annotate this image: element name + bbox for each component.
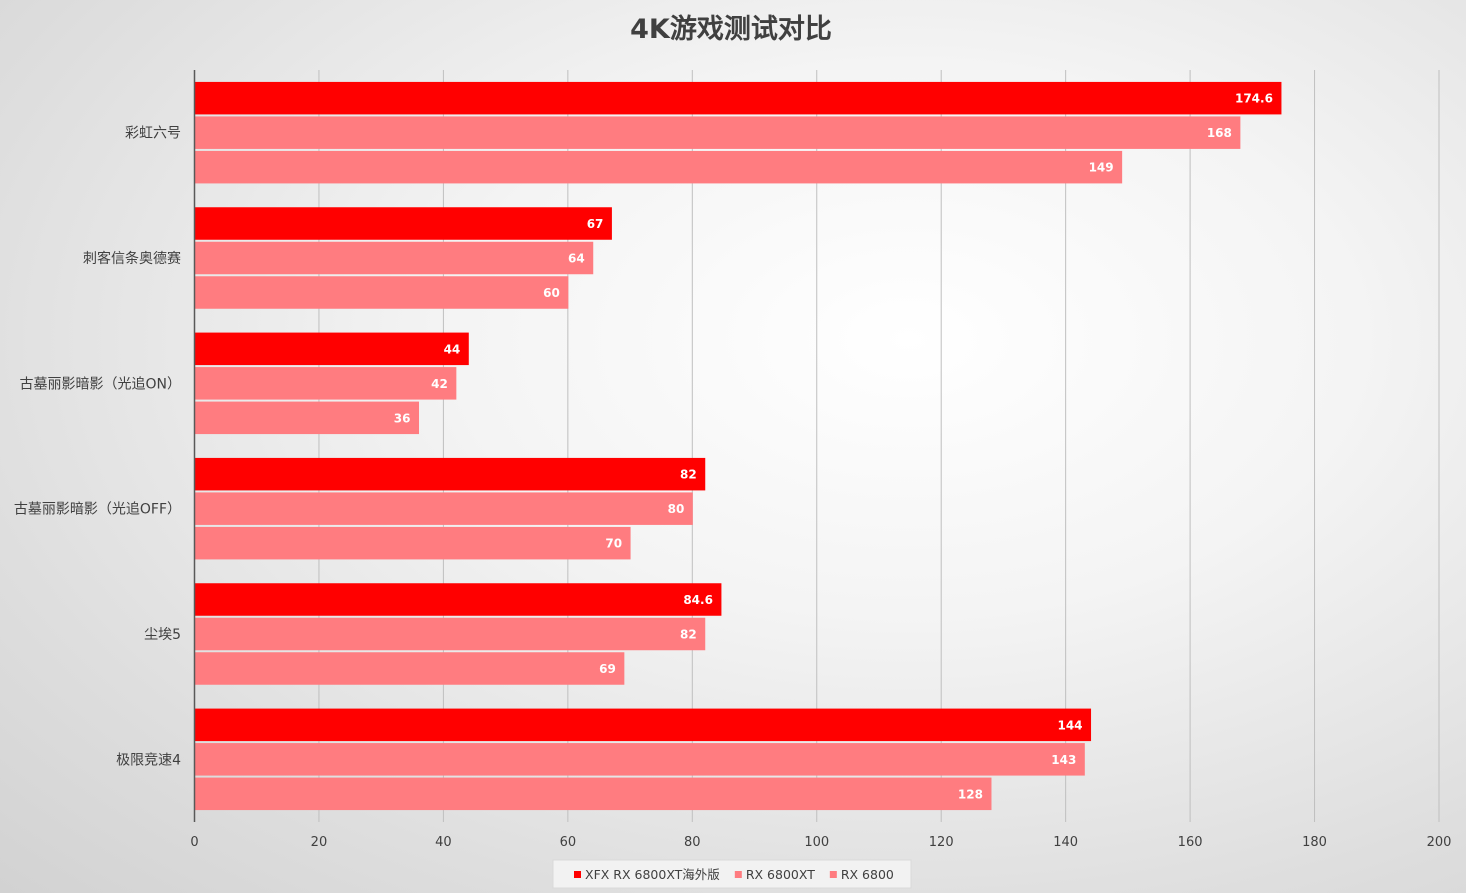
data-label: 82 — [680, 628, 697, 642]
x-tick-label: 0 — [190, 835, 198, 850]
bars — [195, 81, 1282, 811]
bar — [195, 401, 420, 435]
x-tick-label: 200 — [1427, 835, 1452, 850]
legend: XFX RX 6800XT海外版 RX 6800XT RX 6800 — [552, 859, 912, 889]
bar — [195, 457, 706, 491]
bar — [195, 150, 1123, 184]
legend-box — [552, 859, 912, 889]
bar — [195, 652, 625, 685]
data-label: 149 — [1089, 161, 1114, 175]
data-label: 60 — [543, 286, 560, 300]
bar — [195, 367, 457, 400]
data-labels: 174.6 168 149 67 64 60 44 42 36 82 80 70 84.6 82 69 144… — [394, 92, 1273, 802]
data-label: 69 — [599, 662, 616, 676]
x-tick-label: 160 — [1178, 835, 1203, 850]
x-tick-label: 180 — [1302, 835, 1327, 850]
x-tick-label: 140 — [1053, 835, 1078, 850]
data-label: 144 — [1057, 718, 1082, 732]
bar — [195, 207, 612, 240]
data-label: 168 — [1207, 126, 1232, 140]
category-label: 刺客信条奥德赛 — [83, 250, 181, 267]
data-label: 70 — [605, 537, 622, 551]
bar — [195, 583, 722, 616]
bar — [195, 777, 992, 811]
data-label: 84.6 — [683, 593, 713, 607]
x-tick-label: 100 — [804, 835, 829, 850]
bar — [195, 526, 631, 560]
legend-entry: RX 6800XT — [746, 867, 815, 882]
data-label: 128 — [958, 787, 983, 801]
data-label: 64 — [568, 252, 585, 266]
x-tick-label: 120 — [929, 835, 954, 850]
x-tick-label: 40 — [435, 835, 452, 850]
data-label: 80 — [668, 502, 685, 516]
data-label: 82 — [680, 468, 697, 482]
bar — [195, 332, 469, 366]
bar — [195, 241, 594, 275]
data-label: 143 — [1051, 753, 1076, 767]
data-label: 36 — [394, 411, 411, 425]
x-tick-labels: 0 20 40 60 80 100 120 140 160 180 200 — [190, 835, 1451, 850]
x-tick-label: 20 — [311, 835, 328, 850]
category-label: 彩虹六号 — [125, 126, 181, 142]
legend-entry: XFX RX 6800XT海外版 — [585, 867, 720, 882]
category-label: 古墓丽影暗影（光追OFF） — [14, 502, 181, 518]
bar — [195, 708, 1092, 742]
data-label: 67 — [587, 217, 604, 231]
category-label: 古墓丽影暗影（光追ON） — [20, 376, 182, 392]
category-label: 极限竞速4 — [116, 751, 181, 768]
legend-swatch — [829, 871, 837, 878]
bar — [195, 617, 706, 651]
bar — [195, 276, 569, 309]
legend-swatch — [574, 871, 581, 878]
chart-title: 4K游戏测试对比 — [630, 14, 832, 45]
bar — [195, 116, 1241, 149]
x-tick-label: 60 — [560, 835, 577, 850]
data-label: 174.6 — [1235, 92, 1273, 106]
data-label: 42 — [431, 377, 448, 391]
bar — [195, 743, 1085, 776]
data-label: 44 — [444, 342, 461, 356]
legend-swatch — [734, 871, 742, 878]
gridlines — [318, 70, 1440, 822]
category-label: 尘埃5 — [144, 627, 181, 643]
bar — [195, 81, 1282, 115]
legend-entry: RX 6800 — [841, 867, 894, 882]
x-tick-label: 80 — [684, 835, 701, 850]
bar — [195, 492, 693, 525]
